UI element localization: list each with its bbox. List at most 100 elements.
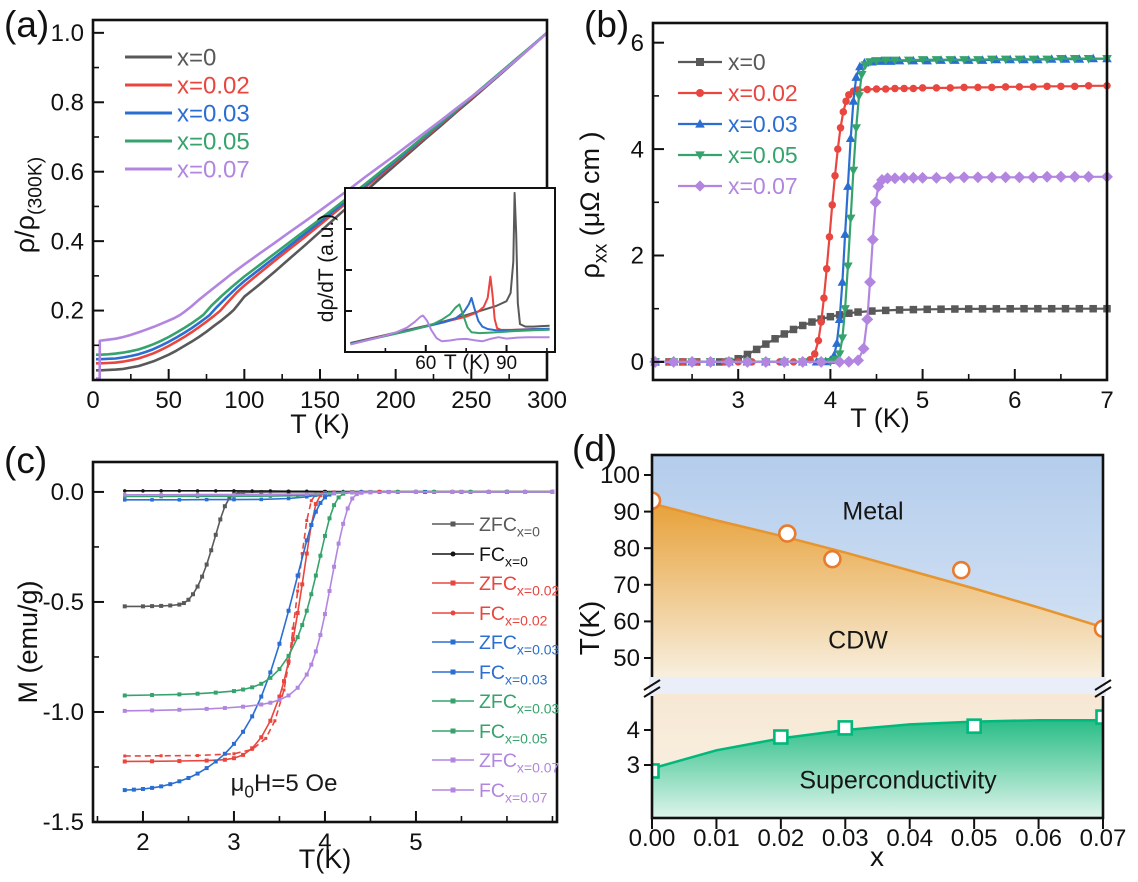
- marker-circle: [250, 489, 254, 493]
- marker-square: [268, 492, 273, 497]
- marker-trid: [851, 124, 862, 133]
- marker-circle: [652, 491, 662, 510]
- marker-trid: [843, 262, 853, 272]
- marker-square: [259, 497, 264, 502]
- marker-triu: [855, 61, 865, 71]
- marker-diamond: [866, 233, 879, 246]
- axis-break-mark: [1094, 679, 1112, 691]
- marker-circle: [823, 549, 842, 569]
- y-tick-label: 2: [631, 243, 644, 270]
- legend-entry: FCx=0.02: [432, 603, 548, 628]
- marker-square: [122, 604, 127, 609]
- legend-entry: x=0.03: [678, 111, 798, 137]
- marker-diamond: [888, 172, 901, 185]
- marker-diamond: [815, 355, 828, 368]
- panel-label-b: (b): [584, 4, 630, 45]
- marker-square: [268, 700, 273, 705]
- marker-square: [773, 729, 789, 745]
- marker-triu: [840, 229, 850, 238]
- marker-square: [204, 758, 209, 763]
- marker-square: [909, 305, 918, 314]
- marker-square: [195, 494, 200, 499]
- marker-square: [336, 541, 341, 546]
- marker-square: [322, 612, 327, 617]
- marker-circle: [822, 265, 831, 273]
- marker-diamond: [833, 355, 846, 368]
- sc-boundary-line: [651, 718, 1103, 770]
- panel-c: 2 3 4 5 0.0 -0.5 -1.0 -1.5 T(K) M (emu/g) ZFCx=0 FC…: [13, 460, 560, 874]
- marker-square: [322, 495, 327, 500]
- phase-points: [652, 491, 1103, 779]
- marker-circle: [831, 171, 839, 180]
- marker-diamond: [852, 354, 865, 367]
- marker-square: [313, 509, 318, 514]
- legend-label: x=0.07: [728, 173, 798, 199]
- legend-entry: FCx=0.05: [432, 721, 548, 746]
- marker-square: [450, 698, 456, 704]
- marker-square: [195, 771, 200, 776]
- marker-square: [277, 694, 282, 699]
- marker-triu: [834, 314, 845, 323]
- marker-square: [341, 521, 346, 526]
- x-axis-label-c: T(K): [299, 844, 351, 874]
- marker-circle: [177, 489, 182, 493]
- marker-circle: [1070, 82, 1079, 91]
- marker-diamond: [1054, 170, 1067, 183]
- legend-entry: ZFCx=0.02: [432, 573, 560, 598]
- y-axis-label-a: ρ/ρ(300K): [10, 157, 47, 253]
- marker-circle: [123, 489, 127, 493]
- marker-triu: [837, 277, 848, 286]
- marker-circle: [159, 489, 163, 493]
- marker-square: [159, 754, 163, 758]
- x-tick-label: 0.02: [757, 825, 804, 852]
- marker-circle: [286, 489, 291, 494]
- legend-entry: FCx=0.03: [432, 662, 548, 687]
- marker-square: [277, 697, 282, 702]
- y-tick-label: 4: [631, 136, 644, 163]
- marker-square: [332, 564, 337, 569]
- annotation: μ0H=5 Oe: [231, 770, 338, 802]
- marker-square: [259, 490, 264, 495]
- series-x=0.05: [650, 55, 1112, 367]
- y-tick-label: 0.8: [51, 89, 84, 116]
- x-tick-label: 50: [155, 387, 182, 414]
- marker-square: [1020, 304, 1028, 313]
- marker-trid: [840, 305, 850, 314]
- legend-entry: x=0.05: [678, 142, 798, 168]
- marker-trid: [986, 55, 997, 65]
- marker-square: [213, 759, 218, 764]
- marker-square: [332, 491, 336, 496]
- x-tick-label: 2: [136, 829, 149, 856]
- axis-ticks-a-inset: 60 90: [345, 228, 548, 374]
- marker-square: [300, 582, 305, 587]
- marker-trid: [1083, 55, 1094, 64]
- legend-label: x=0.03: [177, 100, 250, 127]
- x-tick-label: 6: [1008, 387, 1021, 414]
- marker-square: [195, 691, 200, 696]
- legend-label: x=0.07: [177, 156, 250, 183]
- marker-square: [204, 706, 209, 711]
- marker-trid: [845, 214, 856, 224]
- marker-square: [752, 345, 761, 354]
- marker-square: [227, 496, 232, 501]
- marker-diamond: [864, 276, 876, 289]
- marker-square: [222, 504, 227, 509]
- marker-square: [231, 756, 236, 761]
- legend-b: x=0 x=0.02 x=0.03 x=0.05 x=0.07: [678, 49, 798, 199]
- marker-diamond: [686, 355, 699, 368]
- marker-square: [259, 694, 264, 699]
- marker-square: [241, 752, 246, 757]
- x-tick-label: 3: [227, 829, 240, 856]
- axis-break-band: [652, 677, 1103, 694]
- marker-square: [150, 785, 155, 790]
- y-tick-label: 0.6: [51, 159, 84, 186]
- x-axis-label-a: T (K): [290, 409, 350, 439]
- series-x=0.05: [350, 303, 550, 346]
- marker-square: [282, 679, 287, 684]
- marker-circle: [696, 89, 704, 97]
- marker-square: [304, 608, 309, 613]
- marker-square: [868, 307, 876, 315]
- marker-diamond: [667, 355, 680, 368]
- marker-square: [937, 305, 945, 313]
- marker-trid: [1028, 55, 1039, 65]
